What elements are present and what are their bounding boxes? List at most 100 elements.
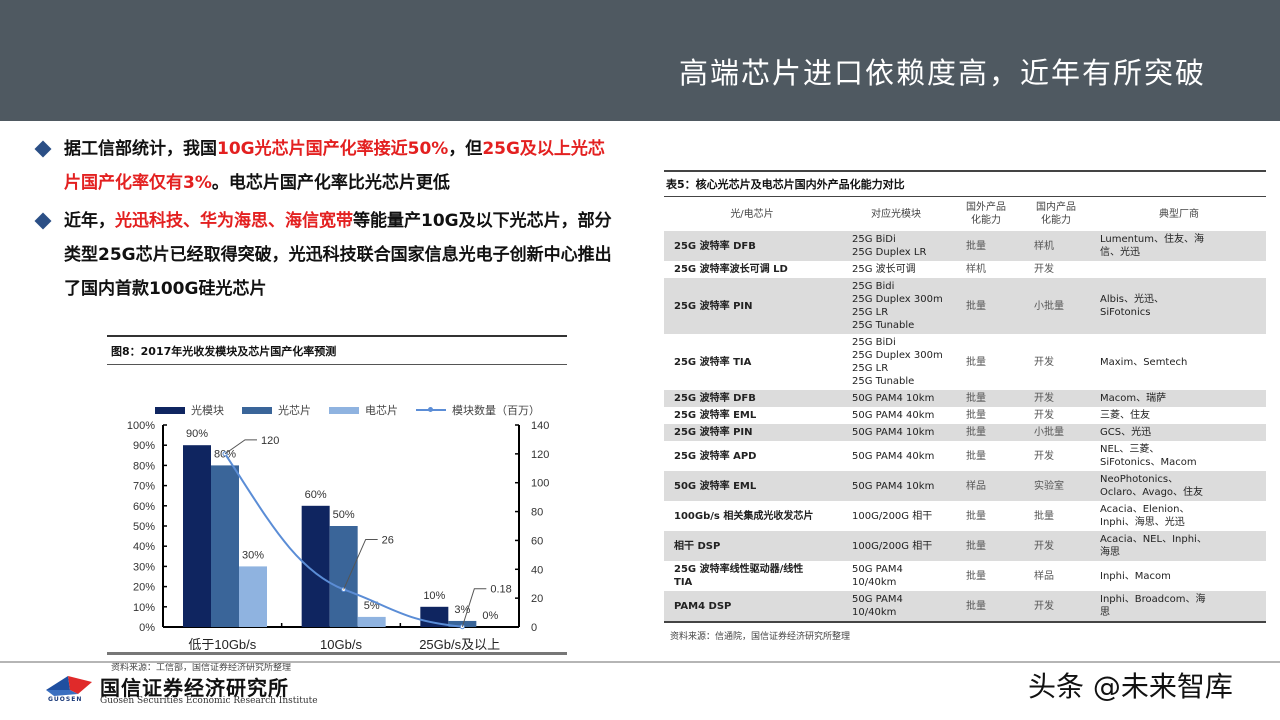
legend-swatch xyxy=(242,406,272,414)
svg-text:30%: 30% xyxy=(133,561,155,573)
table-header-row: 光/电芯片 对应光模块 国外产品 化能力 国内产品 化能力 典型厂商 xyxy=(664,197,1266,231)
legend-swatch xyxy=(329,406,359,414)
svg-text:20: 20 xyxy=(531,593,543,605)
legend-item: 电芯片 xyxy=(329,402,398,418)
foreign-capability-cell: 批量 xyxy=(966,450,986,462)
bullet-text: 据工信部统计，我国 xyxy=(64,139,217,159)
domestic-capability-cell: 开发 xyxy=(1034,356,1054,368)
vendors-cell: NeoPhotonics、 Oclaro、Avago、住友 xyxy=(1092,471,1266,501)
table-row: 25G 波特率 PIN 50G PAM4 10km 批量 小批量 GCS、光迅 xyxy=(664,424,1266,441)
vendors-cell: Macom、瑞萨 xyxy=(1092,390,1266,407)
chip-cell: 50G 波特率 EML xyxy=(664,471,840,501)
chart-legend: 光模块 光芯片 电芯片 模块数量（百万） xyxy=(155,402,540,418)
table-row: 相干 DSP 100G/200G 相干 批量 开发 Acacia、NEL、Inphi、 … xyxy=(664,531,1266,561)
vendors-cell: Acacia、Elenion、 Inphi、海思、光迅 xyxy=(1100,504,1190,528)
svg-text:26: 26 xyxy=(382,534,394,546)
chip-comparison-table: 光/电芯片 对应光模块 国外产品 化能力 国内产品 化能力 典型厂商 25G 波… xyxy=(664,197,1266,621)
svg-text:50%: 50% xyxy=(133,521,155,533)
chart-plot: 0% 10% 20% 30% 40% 50% 60% 70% 80% 90% 100% 0 20 40 60… xyxy=(127,420,550,650)
table-row: 25G 波特率波长可调 LD 25G 波长可调 样机 开发 xyxy=(664,261,1266,278)
foreign-capability-cell: 批量 xyxy=(966,570,986,582)
legend-line-icon xyxy=(416,407,446,412)
svg-text:低于10Gb/s: 低于10Gb/s xyxy=(188,637,256,650)
svg-text:10%: 10% xyxy=(133,602,155,614)
foreign-capability-cell: 批量 xyxy=(966,410,986,421)
watermark: 头条 @未来智库 xyxy=(1028,670,1233,703)
module-cell: 50G PAM4 10km xyxy=(840,390,952,407)
module-cell: 25G Bidi 25G Duplex 300m 25G LR 25G Tuna… xyxy=(840,278,952,334)
chip-cell: 25G 波特率 APD xyxy=(674,450,757,462)
module-cell: 50G PAM4 40km xyxy=(852,450,935,462)
column-header: 典型厂商 xyxy=(1159,208,1199,220)
svg-text:0%: 0% xyxy=(139,622,155,634)
svg-text:120: 120 xyxy=(531,449,549,461)
chip-cell: 100Gb/s 相关集成光收发芯片 xyxy=(674,510,814,522)
divider xyxy=(664,196,1266,197)
chip-cell: 25G 波特率 DFB xyxy=(664,231,840,261)
page-title: 高端芯片进口依赖度高，近年有所突破 xyxy=(678,56,1206,90)
domestic-capability-cell: 开发 xyxy=(1034,450,1054,462)
chip-cell: 25G 波特率 PIN xyxy=(664,278,840,334)
legend-item: 模块数量（百万） xyxy=(416,402,540,418)
divider xyxy=(107,364,567,365)
module-cell: 50G PAM4 10km xyxy=(840,471,952,501)
module-cell: 50G PAM4 10km xyxy=(840,424,952,441)
legend-swatch xyxy=(155,406,185,414)
svg-text:90%: 90% xyxy=(133,440,155,452)
bullet-highlight: 10G光芯片国产化率接近50% xyxy=(217,139,449,159)
table-row: 25G 波特率 DFB 50G PAM4 10km 批量 开发 Macom、瑞萨 xyxy=(664,390,1266,407)
bullet-text: 近年， xyxy=(64,211,115,231)
domestic-capability-cell: 开发 xyxy=(1034,410,1054,421)
divider xyxy=(664,621,1266,623)
diamond-bullet-icon xyxy=(34,212,52,230)
module-cell: 100G/200G 相干 xyxy=(852,510,933,522)
org-name-en: Guosen Securities Economic Research Inst… xyxy=(100,696,318,706)
svg-text:0: 0 xyxy=(531,622,537,634)
legend-item: 光模块 xyxy=(155,402,224,418)
vendors-cell xyxy=(1092,261,1266,278)
svg-text:40: 40 xyxy=(531,564,543,576)
logo-text: GUOSEN xyxy=(48,696,83,703)
svg-text:50%: 50% xyxy=(333,509,355,521)
figure-8: 图8：2017年光收发模块及芯片国产化率预测 光模块 光芯片 电芯片 模块数量（… xyxy=(107,335,567,678)
table-row: 25G 波特率 PIN 25G Bidi 25G Duplex 300m 25G … xyxy=(664,278,1266,334)
table-row: 25G 波特率 APD 50G PAM4 40km 批量 开发 NEL、三菱、 SiFo… xyxy=(664,441,1266,471)
vendors-cell: Maxim、Semtech xyxy=(1100,356,1188,368)
foreign-capability-cell: 批量 xyxy=(966,510,986,522)
foreign-capability-cell: 样品 xyxy=(952,471,1020,501)
bullet-highlight: 光迅科技、华为海思、海信宽带 xyxy=(115,211,353,231)
chip-cell: 25G 波特率波长可调 LD xyxy=(674,264,788,275)
domestic-capability-cell: 开发 xyxy=(1020,390,1092,407)
domestic-capability-cell: 样品 xyxy=(1034,570,1054,582)
domestic-capability-cell: 样机 xyxy=(1020,231,1092,261)
table-body: 25G 波特率 DFB 25G BiDi 25G Duplex LR 批量 样机 Lum… xyxy=(664,231,1266,621)
chip-cell: 25G 波特率 DFB xyxy=(664,390,840,407)
chip-cell: 相干 DSP xyxy=(664,531,840,561)
divider xyxy=(107,652,567,655)
table-title: 表5：核心光芯片及电芯片国内外产品化能力对比 xyxy=(666,178,905,191)
domestic-capability-cell: 开发 xyxy=(1020,591,1092,621)
svg-text:0.18: 0.18 xyxy=(490,584,511,596)
figure-source: 资料来源：工信部，国信证券经济研究所整理 xyxy=(111,663,292,673)
legend-label: 光芯片 xyxy=(278,404,311,417)
vendors-cell: GCS、光迅 xyxy=(1092,424,1266,441)
guosen-logo-icon xyxy=(46,676,92,696)
svg-text:0%: 0% xyxy=(482,610,498,622)
svg-text:120: 120 xyxy=(261,435,279,447)
svg-text:30%: 30% xyxy=(242,549,264,561)
module-cell: 50G PAM4 10/40km xyxy=(852,564,903,588)
foreign-capability-cell: 批量 xyxy=(952,591,1020,621)
svg-text:90%: 90% xyxy=(186,428,208,440)
table-source: 资料来源：信通院，国信证券经济研究所整理 xyxy=(670,632,851,642)
divider xyxy=(107,335,567,337)
svg-text:10%: 10% xyxy=(423,590,445,602)
foreign-capability-cell: 批量 xyxy=(952,231,1020,261)
vendors-cell: Albis、光迅、 SiFotonics xyxy=(1092,278,1266,334)
svg-text:60%: 60% xyxy=(305,489,327,501)
svg-text:25Gb/s及以上: 25Gb/s及以上 xyxy=(419,637,500,650)
bullet-list: 据工信部统计，我国10G光芯片国产化率接近50%，但25G及以上光芯片国产化率仅… xyxy=(34,132,614,310)
legend-label: 模块数量（百万） xyxy=(452,404,540,417)
vendors-cell: NEL、三菱、 SiFotonics、Macom xyxy=(1100,444,1197,468)
module-cell: 25G 波长可调 xyxy=(852,264,916,275)
